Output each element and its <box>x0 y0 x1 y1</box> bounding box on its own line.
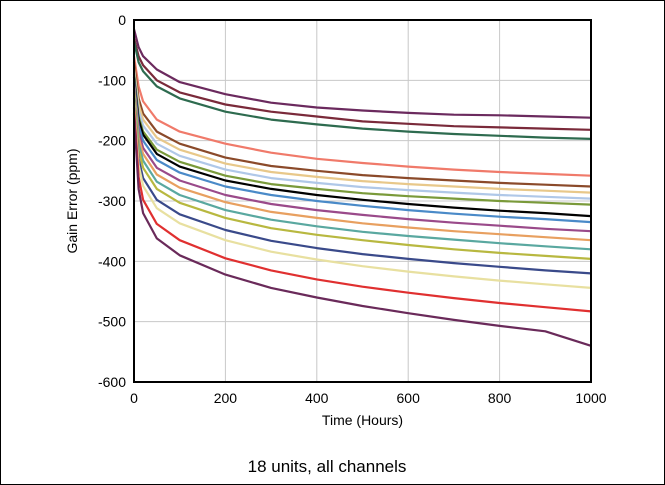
series-line-8 <box>132 74 592 206</box>
series-line-14 <box>132 92 592 260</box>
chart-caption: 18 units, all channels <box>248 457 407 476</box>
series-line-6 <box>132 68 592 194</box>
series-layer <box>132 28 592 347</box>
series-line-4 <box>132 56 592 177</box>
series-line-10 <box>132 80 592 224</box>
series-line-2 <box>132 37 592 131</box>
series-line-3 <box>132 40 592 140</box>
y-tick-label: -100 <box>98 72 126 88</box>
y-tick-labels: 0 -100 -200 -300 -400 -500 -600 <box>98 12 126 390</box>
series-line-5 <box>132 62 592 188</box>
y-tick-label: -600 <box>98 374 126 390</box>
y-tick-label: -500 <box>98 314 126 330</box>
y-axis-label: Gain Error (ppm) <box>64 148 80 253</box>
x-tick-label: 400 <box>305 390 329 406</box>
y-tick-label: -200 <box>98 133 126 149</box>
x-tick-label: 600 <box>397 390 421 406</box>
x-axis-label: Time (Hours) <box>322 412 403 428</box>
series-line-9 <box>132 77 592 218</box>
y-tick-label: -400 <box>98 253 126 269</box>
x-tick-label: 0 <box>130 390 138 406</box>
series-line-16 <box>132 101 592 289</box>
y-tick-label: -300 <box>98 193 126 209</box>
x-tick-labels: 0 200 400 600 800 1000 <box>130 390 607 406</box>
series-line-17 <box>132 107 592 313</box>
series-line-12 <box>132 86 592 242</box>
x-tick-label: 1000 <box>575 390 606 406</box>
series-line-7 <box>132 71 592 200</box>
series-line-18 <box>132 113 592 347</box>
series-line-13 <box>132 89 592 251</box>
series-line-15 <box>132 98 592 275</box>
x-tick-label: 200 <box>214 390 238 406</box>
series-line-1 <box>132 28 592 119</box>
x-tick-label: 800 <box>488 390 512 406</box>
plot-area-border <box>133 19 592 383</box>
y-tick-label: 0 <box>118 12 126 28</box>
series-line-11 <box>132 83 592 233</box>
